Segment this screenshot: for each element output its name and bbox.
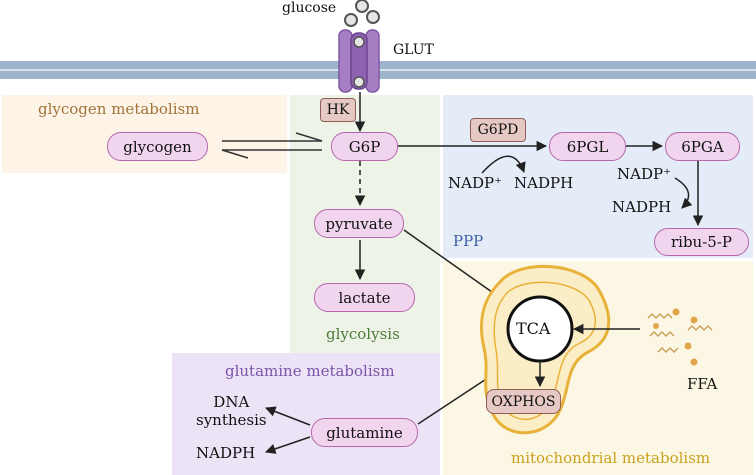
cofactor-ffa: FFA <box>687 375 718 393</box>
metabolite-g6p: G6P <box>331 132 398 161</box>
enzyme-hk: HK <box>320 98 356 122</box>
glucose-molecule-icon <box>344 0 380 27</box>
metabolite-6pgl: 6PGL <box>549 132 626 161</box>
cofactor-nadph-2: NADPH <box>612 198 672 216</box>
glucose-label: glucose <box>282 0 337 16</box>
mitochondrial-metabolism-label: mitochondrial metabolism <box>511 449 711 467</box>
metabolite-lactate: lactate <box>314 283 415 312</box>
metabolite-ribu-5-p: ribu-5-P <box>654 228 749 256</box>
metabolite-6pga: 6PGA <box>665 132 740 161</box>
cofactor-nadph-3: NADPH <box>196 444 256 462</box>
glutamine-region <box>172 353 440 475</box>
glut-transporter-icon <box>338 29 380 93</box>
metabolite-glycogen: glycogen <box>107 132 208 161</box>
fatty-acid-icon <box>647 308 713 366</box>
metabolite-pyruvate: pyruvate <box>314 209 404 238</box>
glycolysis-label: glycolysis <box>326 325 400 343</box>
glut-label: GLUT <box>393 42 434 58</box>
equilibrium-arrow <box>221 132 323 159</box>
cofactor-nadp-2: NADP⁺ <box>617 165 671 183</box>
glutamine-metabolism-label: glutamine metabolism <box>225 362 395 380</box>
cofactor-nadp-1: NADP⁺ <box>448 174 502 192</box>
glycogen-metabolism-label: glycogen metabolism <box>38 100 200 118</box>
metabolite-glutamine: glutamine <box>311 418 418 447</box>
enzyme-g6pd: G6PD <box>470 118 526 142</box>
ppp-label: PPP <box>453 232 484 250</box>
cofactor-dna-synthesis: DNA synthesis <box>196 393 267 429</box>
metabolite-tca: TCA <box>516 319 551 338</box>
cofactor-nadph-1: NADPH <box>514 174 574 192</box>
metabolite-oxphos: OXPHOS <box>486 389 561 414</box>
